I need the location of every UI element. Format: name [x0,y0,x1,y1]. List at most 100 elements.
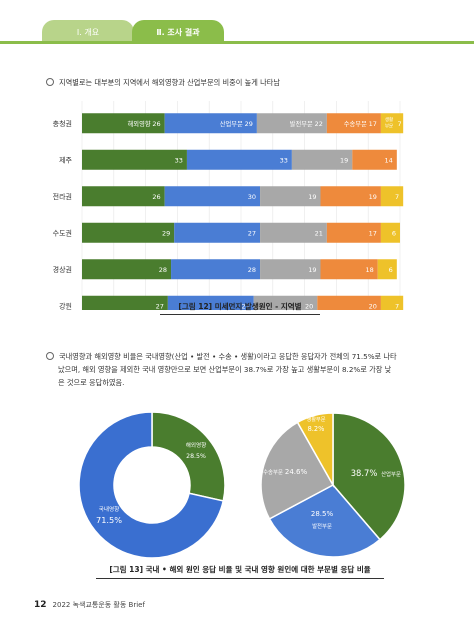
bar-segment [326,222,381,243]
bar-segment [320,186,381,207]
slice-value-label: 28.5% [186,453,206,460]
pie-slice [260,421,335,520]
bar-value-label: 28 [159,266,167,274]
bar-value-label: 21 [315,229,323,237]
tab-survey-results-label: Ⅱ. 조사 결과 [156,27,200,37]
bar-value-label: 27 [156,302,164,310]
bar-value-label: 27 [241,302,249,310]
bullet-domestic-line-1: 국내영향과 해외영향 비율은 국내영향(산업 • 발전 • 수송 • 생활)이라… [59,352,397,361]
bar-segment [164,186,261,207]
series-inline-label: 수송부문 [344,120,367,128]
tab-overview-label: Ⅰ. 개요 [76,27,100,37]
pie-slice [296,412,334,488]
series-inline-label: 산업부문 [220,119,243,128]
bar-value-label: 28 [248,266,256,274]
bar-segment [186,149,292,170]
bar-value-label: 19 [308,193,316,201]
page-number: 12 [34,600,47,610]
bar-value-label: 18 [365,266,373,274]
donut-slice [78,411,225,559]
bar-segment [82,186,165,207]
figure-12-caption-text: [그림 12] 미세먼지 발생원인 - 지역별 [178,302,302,311]
bar-value-label: 7 [398,120,402,128]
bar-value-label: 6 [392,229,396,237]
bar-segment [380,222,400,243]
figure-12-caption-underline [160,314,320,315]
bar-segment [164,113,257,134]
bar-value-label: 7 [395,193,399,201]
bar-segment [260,222,327,243]
bar-value-label: 29 [162,229,170,237]
bullet-circle-icon [46,78,54,86]
bar-segment [352,149,397,170]
header-divider [0,41,474,44]
slice-name-label: 생활부문 [306,415,325,423]
bar-segment [380,186,404,207]
tab-overview[interactable]: Ⅰ. 개요 [42,20,134,44]
bar-value-label: 33 [175,156,183,164]
bar-segment [380,113,404,134]
bar-segment [82,295,168,310]
donut-slice [151,411,226,502]
bar-value-label: 20 [305,302,313,310]
slice-value-label: 71.5% [96,515,122,525]
category-label: 경상권 [53,265,72,274]
bar-value-label: 22 [315,120,323,128]
bar-segment [260,186,321,207]
bullet-domestic-line-2: 났으며, 해외 영향을 제외한 국내 영향만으로 보면 산업부문이 38.7%로… [58,365,392,374]
figure-13-caption: [그림 13] 국내 • 해외 원인 응답 비율 및 국내 영향 원인에 대한 … [80,564,400,575]
bar-segment [380,295,404,310]
bar-value-label: 20 [369,302,377,310]
bar-value-label: 17 [369,120,377,128]
slice-value-label: 8.2% [308,425,325,433]
bar-value-label: 14 [385,156,393,164]
slice-name-label: 산업부문 [381,470,401,478]
pie-charts: 해외영향 28.5% 국내영향 71.5% 38.7% 산업부문 28.5% 발전부문 수송부문… [78,411,406,559]
bar-segment [174,222,261,243]
bar-segment [167,295,254,310]
bar-segment [171,259,261,280]
bar-value-label: 29 [245,120,253,128]
figure-12-caption: [그림 12] 미세먼지 발생원인 - 지역별 [140,301,340,312]
slice-value-label: 28.5% [311,510,334,518]
slice-value-label: 24.6% [285,468,308,476]
category-label: 제주 [59,156,72,164]
page-footer: 12 2022 녹색교통운동 활동 Brief [34,600,145,610]
bar-segment [317,295,381,310]
bar-value-label: 6 [389,266,393,274]
slice-name-label: 수송부문 [263,468,283,476]
bar-segment [320,259,378,280]
figure-13-caption-underline [96,578,384,579]
bar-segment [291,149,353,170]
bullet-regional-text: 지역별로는 대부분의 지역에서 해외영향과 산업부문의 비중이 높게 나타남 [59,78,280,87]
bullet-domestic-summary: 국내영향과 해외영향 비율은 국내영향(산업 • 발전 • 수송 • 생활)이라… [46,350,446,389]
bar-segment [82,259,172,280]
bar-segment [82,149,187,170]
slice-name-label: 국내영향 [99,505,120,513]
bar-segment [82,222,175,243]
bar-value-label: 30 [248,193,256,201]
bar-segment [253,295,318,310]
bar-value-label: 19 [308,266,316,274]
bar-value-label: 19 [340,156,348,164]
bar-value-label: 26 [152,120,160,128]
bar-value-label: 33 [280,156,288,164]
category-label: 강원 [59,301,72,310]
bar-segment [260,259,321,280]
bullet-domestic-line-3: 은 것으로 응답하였음. [58,378,125,387]
figure-13-caption-text: [그림 13] 국내 • 해외 원인 응답 비율 및 국내 영향 원인에 대한 … [109,565,371,574]
bar-value-label: 27 [248,229,256,237]
slice-name-label: 발전부문 [312,522,332,530]
footer-title: 2022 녹색교통운동 활동 Brief [52,601,145,609]
pie-slice [332,412,406,541]
bar-segment [377,259,397,280]
tab-survey-results[interactable]: Ⅱ. 조사 결과 [132,20,224,44]
bar-value-label: 26 [152,193,160,201]
series-inline-label: 해외영향 [127,119,150,128]
category-label: 수도권 [53,229,72,237]
bar-value-label: 17 [369,229,377,237]
series-inline-label: 부문 [385,123,393,129]
bar-value-label: 19 [369,193,377,201]
slice-value-label: 38.7% [351,468,378,478]
